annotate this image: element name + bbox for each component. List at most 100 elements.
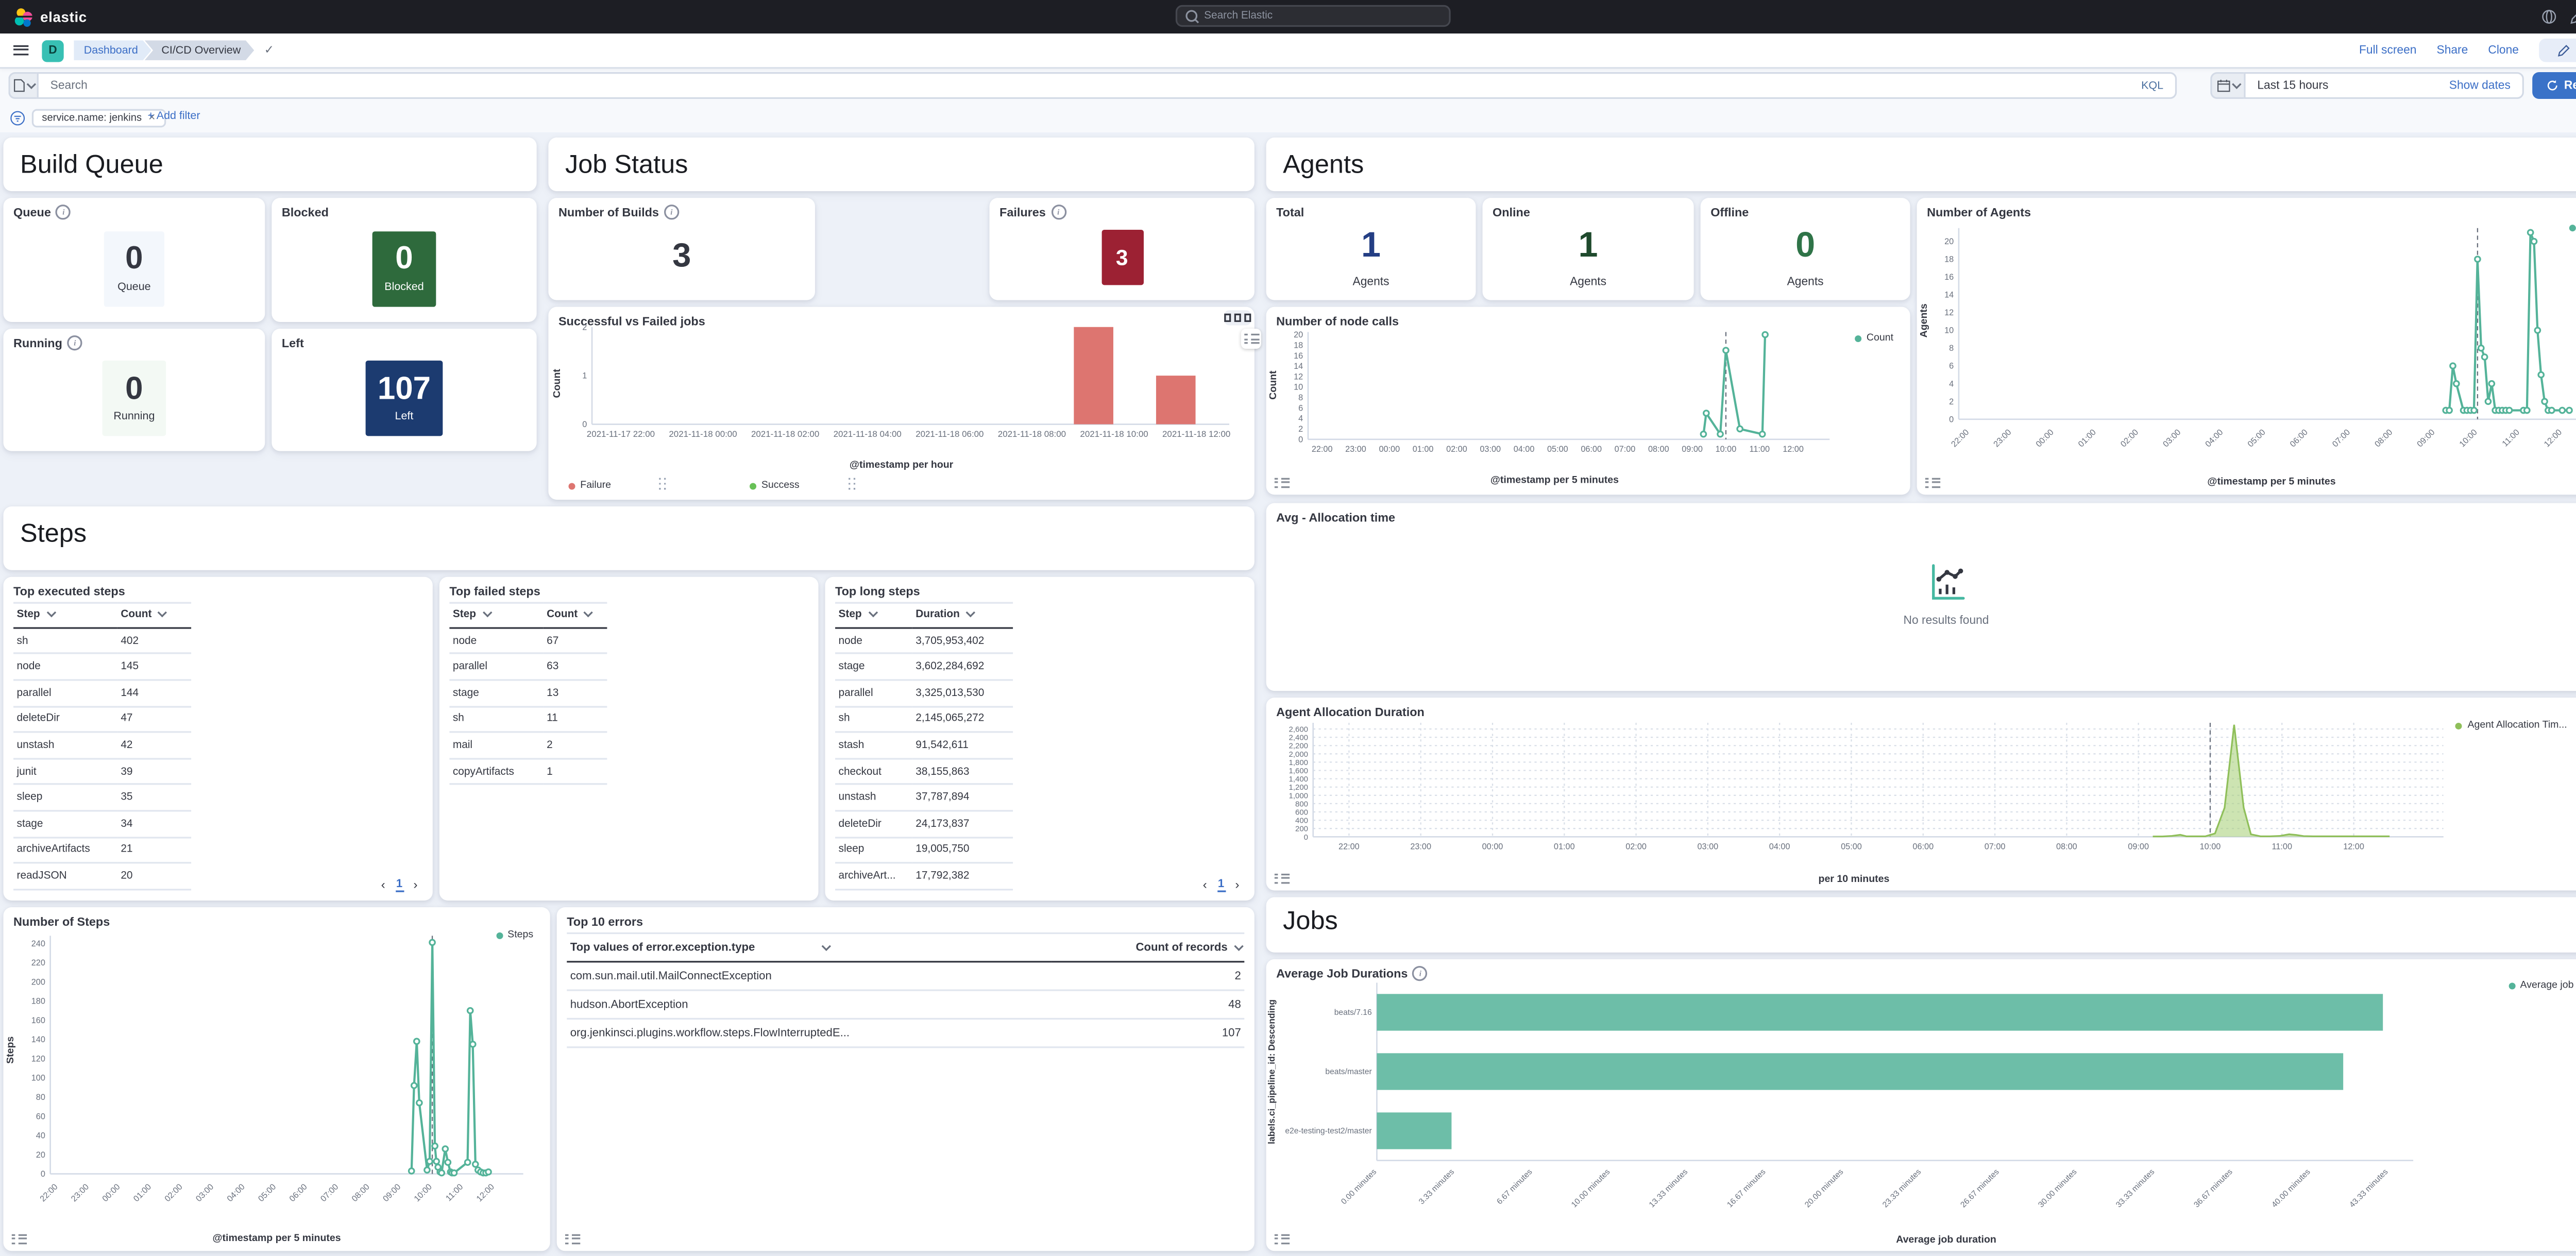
info-icon[interactable]: i bbox=[1413, 965, 1428, 981]
column-header[interactable]: Count bbox=[543, 602, 607, 629]
successful-vs-failed-chart: 0 1 2 2021-11-17 22:00 2021-11-18 00:00 2021-… bbox=[568, 320, 1236, 446]
panel-options-icon[interactable] bbox=[1224, 310, 1251, 326]
table-cell: archiveArtifacts bbox=[13, 837, 117, 864]
metric-block: 0 Blocked bbox=[372, 230, 436, 307]
svg-text:01:00: 01:00 bbox=[1413, 445, 1434, 454]
column-header[interactable]: Count bbox=[117, 602, 192, 629]
table-cell: 107 bbox=[1052, 1019, 1245, 1048]
legend-item-avg-job-duration[interactable]: Average job duration bbox=[2508, 981, 2576, 991]
panel-number-of-steps: Number of Steps Steps Steps 0 20 40 60 80 100… bbox=[3, 907, 550, 1251]
table-row: sh 402 bbox=[13, 627, 192, 655]
breadcrumb-dashboard[interactable]: Dashboard bbox=[74, 40, 151, 60]
legend-drag-handle[interactable] bbox=[848, 478, 856, 493]
legend-toggle-icon[interactable] bbox=[565, 1232, 581, 1245]
filter-pill-service-name[interactable]: service.name: jenkins × bbox=[31, 108, 165, 127]
deployment-icon[interactable] bbox=[2540, 8, 2557, 25]
svg-text:2: 2 bbox=[1949, 397, 1954, 406]
show-dates-button[interactable]: Show dates bbox=[2449, 79, 2511, 92]
data-table: Top values of error.exception.type Count … bbox=[567, 932, 1245, 1048]
table-cell: 1 bbox=[543, 758, 607, 786]
column-header[interactable]: Step bbox=[13, 602, 117, 629]
svg-text:12: 12 bbox=[1944, 308, 1954, 317]
svg-text:16.67 minutes: 16.67 minutes bbox=[1725, 1167, 1767, 1209]
search-query-input[interactable]: Search KQL bbox=[37, 72, 2177, 99]
calendar-icon bbox=[2217, 79, 2230, 92]
elastic-logo[interactable]: elastic bbox=[13, 6, 87, 27]
table-cell: 21 bbox=[117, 837, 192, 864]
table-row: hudson.AbortException 48 bbox=[567, 990, 1245, 1020]
legend-toggle-icon[interactable] bbox=[11, 1232, 27, 1245]
legend-item-failure[interactable]: Failure bbox=[568, 478, 668, 493]
global-search-input[interactable]: Search Elastic bbox=[1175, 5, 1451, 27]
svg-text:11:00: 11:00 bbox=[2272, 842, 2293, 852]
next-page-icon[interactable]: › bbox=[413, 877, 418, 892]
svg-text:100: 100 bbox=[31, 1074, 45, 1083]
info-icon[interactable]: i bbox=[56, 205, 71, 220]
info-icon[interactable]: i bbox=[67, 335, 82, 351]
table-row: readJSON 20 bbox=[13, 863, 192, 890]
svg-text:0: 0 bbox=[41, 1169, 45, 1179]
table-cell: node bbox=[835, 627, 912, 655]
prev-page-icon[interactable]: ‹ bbox=[381, 877, 385, 892]
svg-text:18: 18 bbox=[1944, 255, 1954, 264]
legend-toggle-icon[interactable] bbox=[1274, 1232, 1290, 1245]
legend-drag-handle[interactable] bbox=[659, 478, 668, 493]
edit-button[interactable]: Edit bbox=[2539, 38, 2576, 62]
panel-agent-allocation-duration: Agent Allocation Duration Agent Allocati… bbox=[1266, 698, 2576, 891]
column-header[interactable]: Step bbox=[835, 602, 912, 629]
table-cell: checkout bbox=[835, 758, 912, 786]
svg-text:12:00: 12:00 bbox=[1783, 445, 1804, 454]
legend-item-allocation[interactable]: Agent Allocation Tim... 33.611 bbox=[2455, 721, 2576, 731]
full-screen-button[interactable]: Full screen bbox=[2359, 44, 2417, 57]
saved-query-menu-button[interactable] bbox=[8, 72, 37, 99]
clone-button[interactable]: Clone bbox=[2488, 44, 2519, 57]
kql-button[interactable]: KQL bbox=[2141, 79, 2164, 92]
elastic-logo-icon bbox=[14, 7, 33, 26]
legend-item-agents[interactable]: Agents bbox=[2569, 223, 2576, 233]
menu-hamburger-icon[interactable] bbox=[13, 44, 29, 57]
legend-toggle-icon[interactable] bbox=[1274, 476, 1290, 488]
sort-chevron-icon bbox=[584, 608, 594, 618]
svg-text:10:00: 10:00 bbox=[2458, 428, 2479, 449]
svg-text:2021-11-18 10:00: 2021-11-18 10:00 bbox=[1080, 429, 1148, 439]
next-page-icon[interactable]: › bbox=[1235, 877, 1240, 892]
legend-toggle-icon[interactable] bbox=[1241, 328, 1261, 349]
table-row: mail 2 bbox=[449, 732, 607, 759]
table-row: copyArtifacts 1 bbox=[449, 758, 607, 786]
filter-bar: service.name: jenkins × + Add filter bbox=[0, 104, 2576, 134]
panel-number-of-agents: Number of Agents Agents Agents 024681012… bbox=[1917, 198, 2576, 495]
info-icon[interactable]: i bbox=[664, 205, 680, 220]
column-header[interactable]: Top values of error.exception.type bbox=[567, 932, 1052, 963]
page-number[interactable]: 1 bbox=[1217, 878, 1225, 892]
legend-item-steps[interactable]: Steps bbox=[496, 931, 533, 941]
column-header[interactable]: Step bbox=[449, 602, 544, 629]
metric-label: Running bbox=[113, 411, 155, 423]
feedback-pencil-icon[interactable] bbox=[2569, 8, 2576, 25]
metric-label: Agents bbox=[1352, 276, 1389, 288]
column-header[interactable]: Duration bbox=[912, 602, 1013, 629]
table-cell: 63 bbox=[543, 654, 607, 681]
table-cell: 145 bbox=[117, 654, 192, 681]
time-range-field[interactable]: Last 15 hours Show dates bbox=[2244, 72, 2524, 99]
info-icon[interactable]: i bbox=[1050, 205, 1066, 220]
refresh-button[interactable]: Refresh bbox=[2532, 72, 2576, 99]
legend-toggle-icon[interactable] bbox=[1925, 476, 1941, 488]
section-title: Job Status bbox=[565, 150, 688, 180]
date-picker-menu-button[interactable] bbox=[2210, 72, 2244, 99]
table-cell: junit bbox=[13, 758, 117, 786]
remove-filter-icon[interactable]: × bbox=[148, 111, 156, 124]
dashboard-app-badge[interactable]: D bbox=[42, 39, 64, 61]
prev-page-icon[interactable]: ‹ bbox=[1202, 877, 1207, 892]
add-filter-button[interactable]: + Add filter bbox=[147, 110, 200, 123]
column-header[interactable]: Count of records bbox=[1052, 932, 1245, 963]
legend-toggle-icon[interactable] bbox=[1274, 872, 1290, 884]
svg-text:11:00: 11:00 bbox=[444, 1182, 465, 1203]
table-cell: unstash bbox=[835, 784, 912, 812]
filter-icon[interactable] bbox=[10, 110, 25, 125]
svg-text:26.67 minutes: 26.67 minutes bbox=[1959, 1167, 2001, 1209]
legend-item-success[interactable]: Success bbox=[750, 478, 856, 493]
page-number[interactable]: 1 bbox=[395, 878, 403, 892]
share-button[interactable]: Share bbox=[2436, 44, 2468, 57]
legend-item-count[interactable]: Count bbox=[1855, 334, 1893, 344]
